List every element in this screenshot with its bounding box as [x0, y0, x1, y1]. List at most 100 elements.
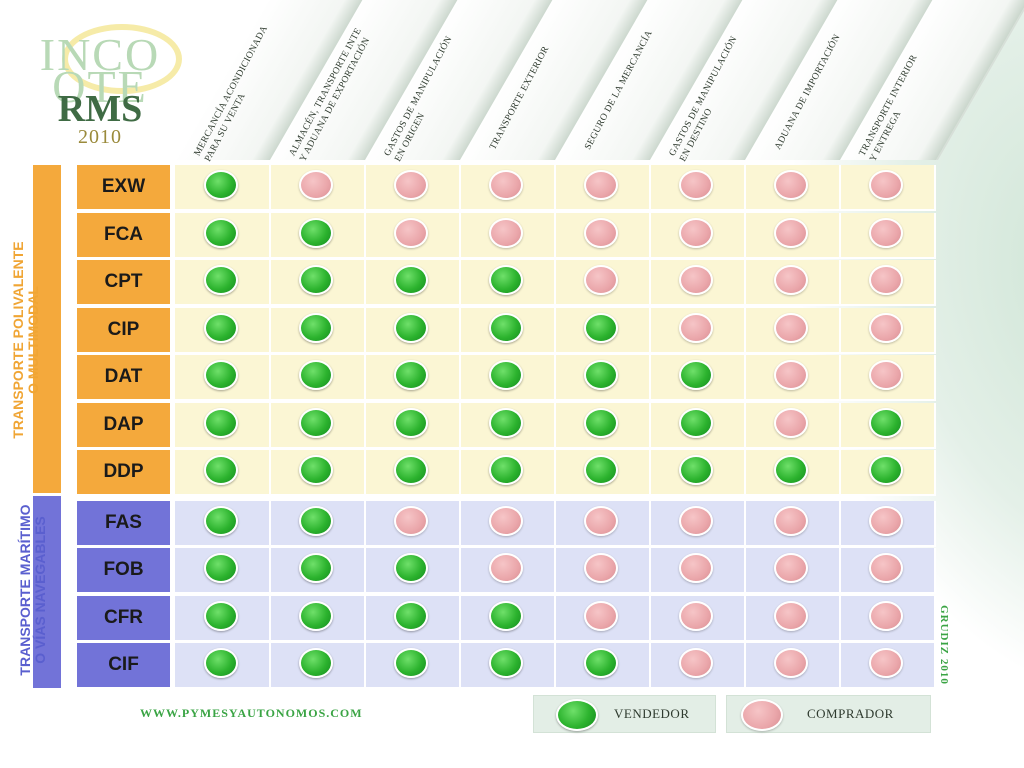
seller-dot-icon [204, 600, 238, 631]
grid-cell [840, 402, 936, 449]
buyer-dot-icon [869, 170, 903, 200]
seller-dot-icon [204, 455, 238, 485]
seller-dot-icon [679, 407, 713, 438]
grid-cell [555, 355, 651, 401]
grid-cell [460, 500, 556, 547]
buyer-dot-icon [869, 505, 903, 536]
grid-cell [365, 643, 461, 689]
grid-cell [650, 402, 746, 449]
grid-cell [270, 355, 366, 401]
grid-cell [650, 260, 746, 306]
grid-cell [365, 260, 461, 306]
seller-dot-icon [204, 553, 238, 583]
website-url[interactable]: WWW.PYMESYAUTONOMOS.COM [140, 706, 363, 720]
seller-dot-icon [299, 265, 333, 295]
grid-cell [840, 212, 936, 259]
seller-dot-icon [489, 455, 523, 485]
grid-cell [175, 402, 271, 449]
seller-dot-icon [489, 600, 523, 631]
grid-cell [745, 643, 841, 689]
grid-cell [555, 402, 651, 449]
multimodal-band [33, 165, 61, 493]
term-label-fas: FAS [77, 500, 170, 545]
logo-line-2: OTE [52, 61, 148, 112]
grid-cell [365, 165, 461, 211]
seller-dot-icon [204, 407, 238, 438]
grid-cell [175, 355, 271, 401]
table-row [175, 260, 936, 306]
table-row [175, 355, 936, 401]
grid-cell [745, 595, 841, 642]
buyer-dot-icon [584, 265, 618, 295]
buyer-dot-icon [584, 553, 618, 583]
seller-dot-icon [394, 553, 428, 583]
seller-dot-icon [394, 648, 428, 678]
grid-cell [745, 355, 841, 401]
seller-dot-icon [394, 360, 428, 390]
buyer-dot-icon [394, 505, 428, 536]
table-row [175, 212, 936, 259]
seller-dot-icon [204, 312, 238, 343]
buyer-dot-icon [679, 505, 713, 536]
seller-dot-icon [394, 312, 428, 343]
incoterms-logo: INCO OTE RMS 2010 [24, 18, 182, 148]
buyer-dot-icon [394, 217, 428, 248]
term-label-cif: CIF [77, 643, 170, 687]
author-credit: GRUDIZ 2010 [938, 605, 950, 685]
grid-cell [840, 643, 936, 689]
legend-buyer-label: COMPRADOR [807, 706, 894, 721]
grid-cell [840, 165, 936, 211]
grid-cell [365, 402, 461, 449]
seller-dot-icon [394, 455, 428, 485]
term-label-ddp: DDP [77, 450, 170, 494]
term-label-dat: DAT [77, 355, 170, 399]
grid-cell [460, 595, 556, 642]
buyer-dot-icon [774, 600, 808, 631]
maritime-band [33, 496, 61, 688]
grid-cell [555, 165, 651, 211]
grid-cell [460, 307, 556, 354]
term-label-dap: DAP [77, 402, 170, 447]
grid-cell [555, 212, 651, 259]
seller-dot-icon [299, 505, 333, 536]
buyer-dot-icon [584, 170, 618, 200]
grid-cell [175, 643, 271, 689]
grid-cell [840, 450, 936, 496]
buyer-dot-icon [774, 648, 808, 678]
buyer-dot-icon [584, 600, 618, 631]
seller-dot-icon [584, 648, 618, 678]
buyer-dot-icon [679, 600, 713, 631]
seller-dot-icon [679, 360, 713, 390]
grid-cell [365, 548, 461, 594]
grid-cell [270, 450, 366, 496]
seller-dot-icon [299, 648, 333, 678]
table-row [175, 165, 936, 211]
buyer-dot-icon [679, 648, 713, 678]
grid-cell [745, 307, 841, 354]
legend-seller: VENDEDOR [533, 695, 716, 733]
grid-cell [270, 500, 366, 547]
buyer-dot-icon [679, 217, 713, 248]
grid-cell [175, 212, 271, 259]
buyer-dot-icon [489, 217, 523, 248]
table-row [175, 595, 936, 642]
grid-cell [175, 500, 271, 547]
grid-cell [460, 260, 556, 306]
buyer-dot-icon [774, 170, 808, 200]
seller-dot-icon [869, 455, 903, 485]
grid-cell [270, 643, 366, 689]
buyer-dot-icon [774, 407, 808, 438]
grid-cell [650, 548, 746, 594]
buyer-dot-icon [679, 170, 713, 200]
seller-dot-icon [204, 217, 238, 248]
buyer-dot-icon [741, 699, 783, 731]
seller-dot-icon [299, 217, 333, 248]
grid-cell [650, 355, 746, 401]
grid-cell [270, 548, 366, 594]
seller-dot-icon [489, 360, 523, 390]
grid-cell [555, 260, 651, 306]
seller-dot-icon [489, 407, 523, 438]
buyer-dot-icon [869, 312, 903, 343]
grid-cell [840, 595, 936, 642]
grid-cell [840, 500, 936, 547]
